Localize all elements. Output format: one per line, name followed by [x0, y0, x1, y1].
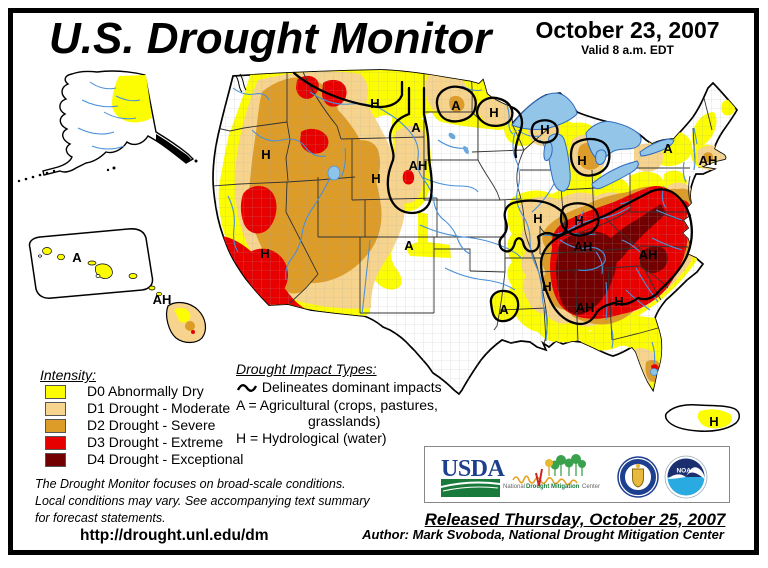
svg-text:A: A	[451, 98, 461, 113]
svg-text:AH: AH	[153, 292, 172, 307]
svg-text:H: H	[261, 147, 270, 162]
svg-text:AH: AH	[639, 247, 658, 262]
svg-text:Drought Mitigation: Drought Mitigation	[526, 484, 580, 490]
svg-text:H: H	[709, 414, 718, 429]
svg-text:H: H	[489, 105, 498, 120]
svg-text:H: H	[533, 211, 542, 226]
svg-text:H: H	[574, 213, 583, 228]
svg-text:A: A	[404, 238, 414, 253]
svg-text:A: A	[72, 250, 82, 265]
svg-text:NOAA: NOAA	[676, 468, 695, 475]
svg-text:AH: AH	[574, 239, 593, 254]
svg-text:AH: AH	[576, 300, 595, 315]
svg-text:H: H	[260, 246, 269, 261]
svg-text:H: H	[614, 294, 623, 309]
svg-text:H: H	[577, 153, 586, 168]
svg-text:AH: AH	[699, 153, 718, 168]
svg-text:H: H	[542, 279, 551, 294]
svg-text:H: H	[370, 96, 379, 111]
svg-text:USDA: USDA	[441, 456, 506, 482]
svg-text:H: H	[371, 171, 380, 186]
svg-text:H: H	[540, 122, 549, 137]
svg-text:Center: Center	[582, 484, 600, 490]
svg-text:AH: AH	[409, 158, 428, 173]
svg-text:National: National	[503, 484, 525, 490]
svg-text:A: A	[411, 120, 421, 135]
svg-text:A: A	[499, 302, 509, 317]
svg-text:A: A	[663, 141, 673, 156]
